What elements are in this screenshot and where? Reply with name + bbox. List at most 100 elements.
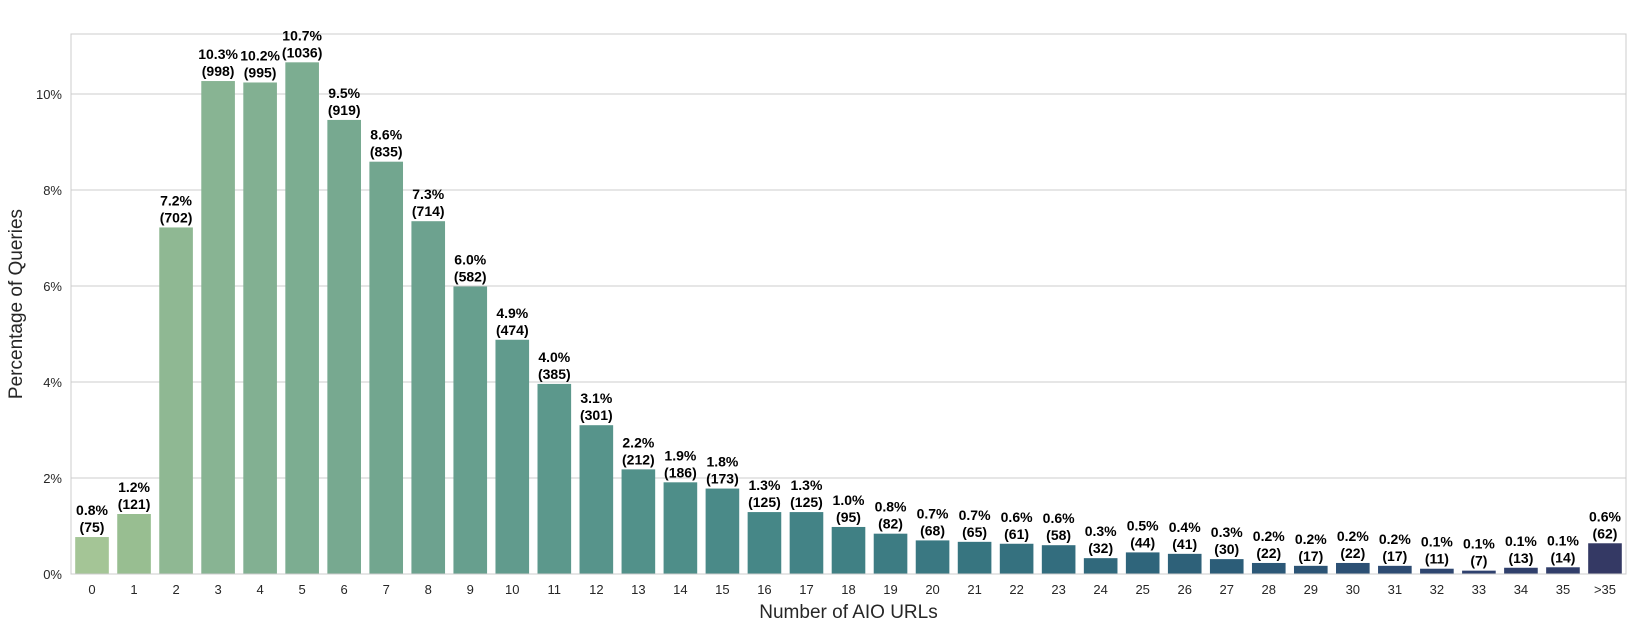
x-tick-label: 20 — [925, 582, 939, 597]
bar — [537, 383, 572, 574]
x-tick-label: 5 — [299, 582, 306, 597]
bar-percent-label: 0.2% — [1337, 528, 1369, 544]
x-tick-label: 34 — [1514, 582, 1528, 597]
y-axis-title: Percentage of Queries — [6, 209, 27, 399]
plot-frame — [70, 33, 1627, 575]
bar-percent-label: 9.5% — [328, 85, 360, 101]
bar — [831, 526, 866, 574]
bar — [201, 81, 235, 574]
bar-percent-label: 0.1% — [1421, 534, 1453, 550]
bar — [1041, 545, 1076, 574]
x-tick-labels: 0 1 2 3 4 5 6 7 8 9 10 11 12 13 14 15 16 17 18 19 20 21 22 23 24… — [88, 582, 1616, 597]
bar — [1293, 565, 1328, 574]
bar-percent-label: 1.3% — [791, 477, 823, 493]
bar — [243, 82, 277, 574]
bar-count-label: (998) — [202, 63, 235, 79]
bar-percent-label: 8.6% — [370, 127, 402, 143]
y-tick-label: 6% — [43, 279, 62, 294]
x-tick-label: 19 — [883, 582, 897, 597]
bar — [1462, 570, 1496, 574]
bar — [957, 541, 992, 574]
bar — [705, 488, 740, 574]
bar-count-label: (121) — [118, 496, 151, 512]
bar — [1420, 568, 1454, 574]
bar-percent-label: 1.8% — [706, 454, 738, 470]
bar-count-label: (44) — [1130, 534, 1155, 550]
bar-percent-label: 0.8% — [875, 499, 907, 515]
bar-count-label: (14) — [1551, 549, 1576, 565]
bar-labels: 0.8%(75)1.2%(121)7.2%(702)10.3%(998)10.2… — [76, 27, 1621, 568]
x-tick-label: 9 — [467, 582, 474, 597]
bar-count-label: (58) — [1046, 527, 1071, 543]
x-tick-label: 2 — [172, 582, 179, 597]
bar — [327, 119, 361, 575]
x-tick-label: 27 — [1220, 582, 1234, 597]
bar-count-label: (75) — [80, 519, 105, 535]
bar-count-label: (65) — [962, 524, 987, 540]
bar — [1336, 562, 1370, 574]
bar-percent-label: 0.4% — [1169, 519, 1201, 535]
x-tick-label: 14 — [673, 582, 687, 597]
x-tick-label: 12 — [589, 582, 603, 597]
bar-percent-label: 0.6% — [1043, 510, 1075, 526]
bar-count-label: (919) — [328, 102, 361, 118]
x-tick-label: 24 — [1093, 582, 1107, 597]
bar — [1546, 567, 1580, 574]
bar-percent-label: 0.6% — [1001, 509, 1033, 525]
x-tick-label: 21 — [967, 582, 981, 597]
bar-percent-label: 3.1% — [580, 390, 612, 406]
bar-percent-label: 10.2% — [240, 47, 280, 63]
x-tick-label: 16 — [757, 582, 771, 597]
x-tick-label: 23 — [1051, 582, 1065, 597]
x-tick-label: 18 — [841, 582, 855, 597]
bar-count-label: (385) — [538, 366, 571, 382]
bar-percent-label: 0.1% — [1463, 536, 1495, 552]
bar — [1125, 552, 1160, 574]
bar-percent-label: 6.0% — [454, 251, 486, 267]
x-tick-label: 8 — [425, 582, 432, 597]
x-axis-title: Number of AIO URLs — [759, 602, 937, 623]
bars — [75, 62, 1622, 575]
bar-count-label: (173) — [706, 471, 739, 487]
bar — [117, 514, 151, 574]
bar-percent-label: 1.0% — [833, 492, 865, 508]
bar-percent-label: 0.8% — [76, 502, 108, 518]
x-tick-label: 1 — [130, 582, 137, 597]
bar-percent-label: 0.2% — [1379, 531, 1411, 547]
bar — [1504, 567, 1538, 574]
bar — [1209, 559, 1244, 574]
bar-percent-label: 0.5% — [1127, 517, 1159, 533]
bar-percent-label: 10.7% — [282, 27, 322, 43]
bar-count-label: (41) — [1172, 536, 1197, 552]
bar-percent-label: 1.3% — [748, 477, 780, 493]
bar-percent-label: 4.0% — [538, 349, 570, 365]
bar — [1251, 562, 1286, 574]
bar-count-label: (13) — [1508, 550, 1533, 566]
bar-percent-label: 1.2% — [118, 479, 150, 495]
bar-percent-label: 1.9% — [664, 447, 696, 463]
x-tick-label: 30 — [1346, 582, 1360, 597]
x-tick-label: 28 — [1262, 582, 1276, 597]
x-tick-label: 22 — [1009, 582, 1023, 597]
bar-percent-label: 0.1% — [1547, 532, 1579, 548]
bar-percent-label: 7.3% — [412, 186, 444, 202]
bar-percent-label: 2.2% — [622, 434, 654, 450]
y-tick-label: 4% — [43, 375, 62, 390]
bar-count-label: (186) — [664, 464, 697, 480]
bar-percent-label: 10.3% — [198, 46, 238, 62]
bar-percent-label: 0.2% — [1253, 528, 1285, 544]
x-tick-label: 13 — [631, 582, 645, 597]
x-tick-label: 25 — [1135, 582, 1149, 597]
bar-count-label: (125) — [748, 494, 781, 510]
y-tick-label: 8% — [43, 183, 62, 198]
bar-count-label: (212) — [622, 451, 655, 467]
bar-percent-label: 0.2% — [1295, 531, 1327, 547]
bar — [411, 221, 446, 574]
bar — [621, 469, 656, 574]
bar-percent-label: 7.2% — [160, 192, 192, 208]
x-tick-label: 10 — [505, 582, 519, 597]
bar-count-label: (474) — [496, 322, 529, 338]
bar-count-label: (62) — [1593, 525, 1618, 541]
bar — [1378, 565, 1412, 574]
